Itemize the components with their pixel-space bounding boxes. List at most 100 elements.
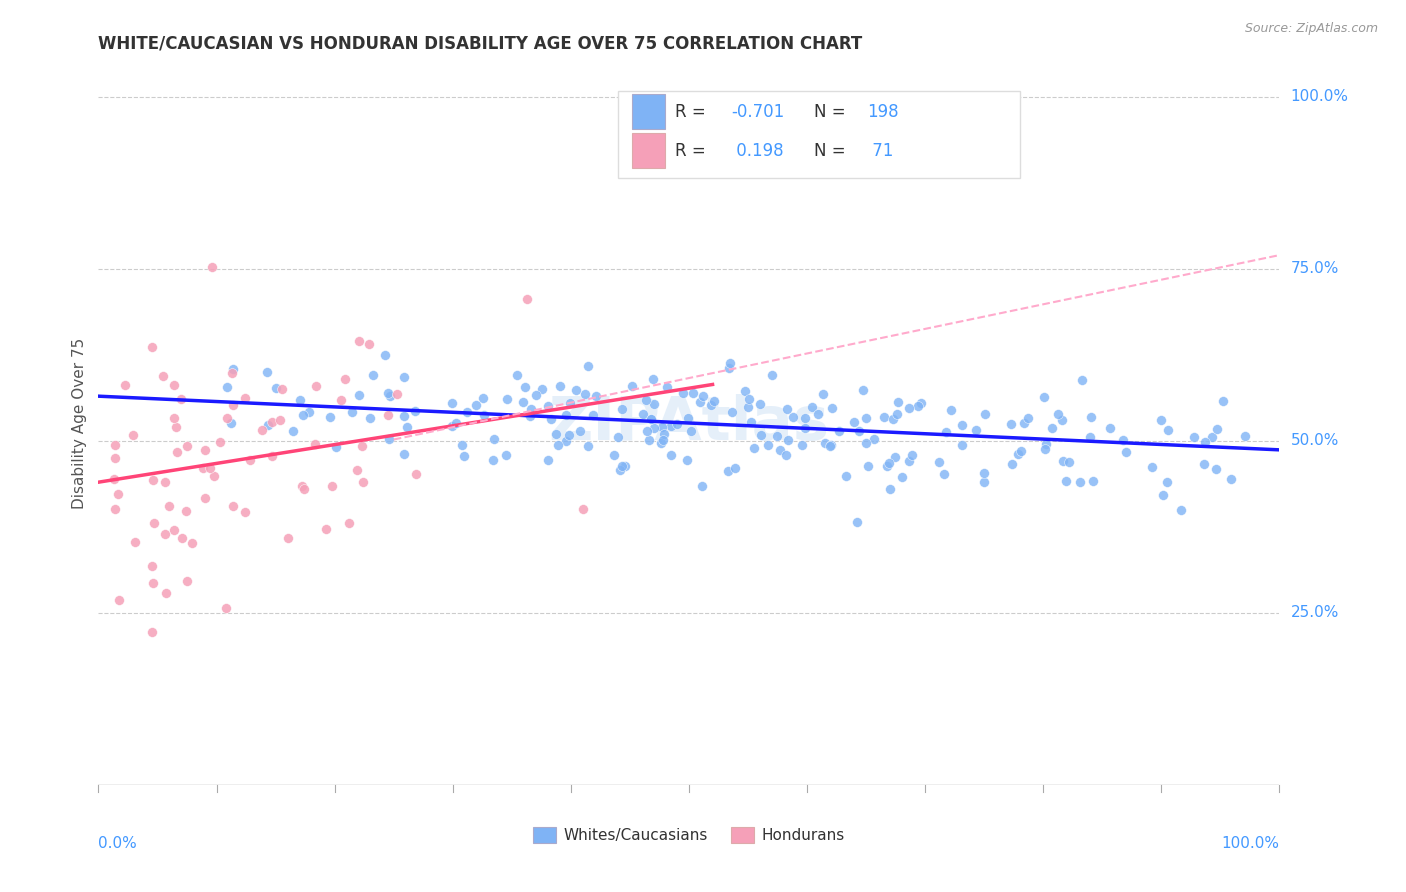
Point <box>1184 430 1206 444</box>
Point <box>515 380 537 394</box>
Point <box>107 487 129 501</box>
Point <box>519 409 541 423</box>
Point <box>1194 435 1216 450</box>
Point <box>516 292 538 306</box>
Point <box>357 336 380 351</box>
Point <box>657 380 679 394</box>
Point <box>950 417 973 432</box>
Point <box>659 419 682 434</box>
Point <box>852 383 875 397</box>
Point <box>176 439 198 453</box>
Point <box>142 516 165 531</box>
Point <box>170 531 193 545</box>
Point <box>884 450 907 464</box>
Point <box>342 405 364 419</box>
Text: R =: R = <box>675 142 711 160</box>
Point <box>1010 444 1032 458</box>
Point <box>766 429 789 443</box>
Point <box>582 408 605 422</box>
FancyBboxPatch shape <box>633 133 665 168</box>
Point <box>352 475 374 489</box>
Point <box>659 448 682 462</box>
Text: ZIPAtlas: ZIPAtlas <box>548 394 830 453</box>
Point <box>104 451 127 466</box>
Point <box>1071 374 1094 388</box>
Text: Source: ZipAtlas.com: Source: ZipAtlas.com <box>1244 22 1378 36</box>
Point <box>974 407 997 421</box>
Point <box>1033 442 1056 456</box>
Point <box>790 438 813 452</box>
Point <box>740 415 762 429</box>
Point <box>291 408 314 422</box>
Point <box>973 466 995 480</box>
Point <box>104 438 127 452</box>
Point <box>1220 472 1243 486</box>
Point <box>141 340 163 354</box>
Point <box>782 409 804 424</box>
Point <box>221 366 243 380</box>
Point <box>756 437 779 451</box>
Point <box>855 411 877 425</box>
Point <box>233 504 256 518</box>
Point <box>1152 488 1174 502</box>
Point <box>700 398 723 412</box>
Point <box>692 389 714 403</box>
Point <box>222 499 245 513</box>
Point <box>346 463 368 477</box>
Point <box>1201 430 1223 444</box>
Point <box>751 428 773 442</box>
Point <box>222 398 245 412</box>
Point <box>540 412 562 426</box>
Point <box>215 380 238 394</box>
Point <box>941 402 963 417</box>
Point <box>121 428 143 442</box>
Point <box>842 415 865 429</box>
Point <box>814 435 837 450</box>
Point <box>1157 423 1180 437</box>
Point <box>378 389 401 403</box>
Point <box>153 527 176 541</box>
Point <box>292 482 315 496</box>
Point <box>1194 458 1216 472</box>
Point <box>636 424 658 438</box>
Point <box>882 412 904 426</box>
Point <box>250 424 273 438</box>
Point <box>558 427 581 442</box>
Point <box>222 361 245 376</box>
Point <box>576 439 599 453</box>
Text: 25.0%: 25.0% <box>1291 606 1339 621</box>
Text: 75.0%: 75.0% <box>1291 261 1339 277</box>
Point <box>721 405 744 419</box>
Text: 0.198: 0.198 <box>731 142 785 160</box>
Point <box>347 334 370 348</box>
Point <box>1035 436 1057 450</box>
Point <box>907 399 929 413</box>
Point <box>965 423 987 437</box>
Text: R =: R = <box>675 103 711 120</box>
Point <box>973 475 995 490</box>
Point <box>1112 433 1135 447</box>
Point <box>194 491 217 505</box>
Point <box>474 408 496 422</box>
Point <box>717 464 740 478</box>
Point <box>482 432 505 446</box>
Point <box>482 453 505 467</box>
Point <box>1052 454 1074 468</box>
Point <box>1080 409 1102 424</box>
Point <box>239 452 262 467</box>
Point <box>219 416 242 430</box>
Point <box>558 396 581 410</box>
Point <box>1170 503 1192 517</box>
Point <box>873 410 896 425</box>
Point <box>863 433 886 447</box>
Point <box>568 425 591 439</box>
Point <box>155 475 177 489</box>
Point <box>1017 410 1039 425</box>
Point <box>1032 390 1054 404</box>
Point <box>1115 445 1137 459</box>
Point <box>1040 421 1063 435</box>
Point <box>769 442 792 457</box>
Point <box>651 434 673 448</box>
Point <box>291 478 314 492</box>
Point <box>440 396 463 410</box>
